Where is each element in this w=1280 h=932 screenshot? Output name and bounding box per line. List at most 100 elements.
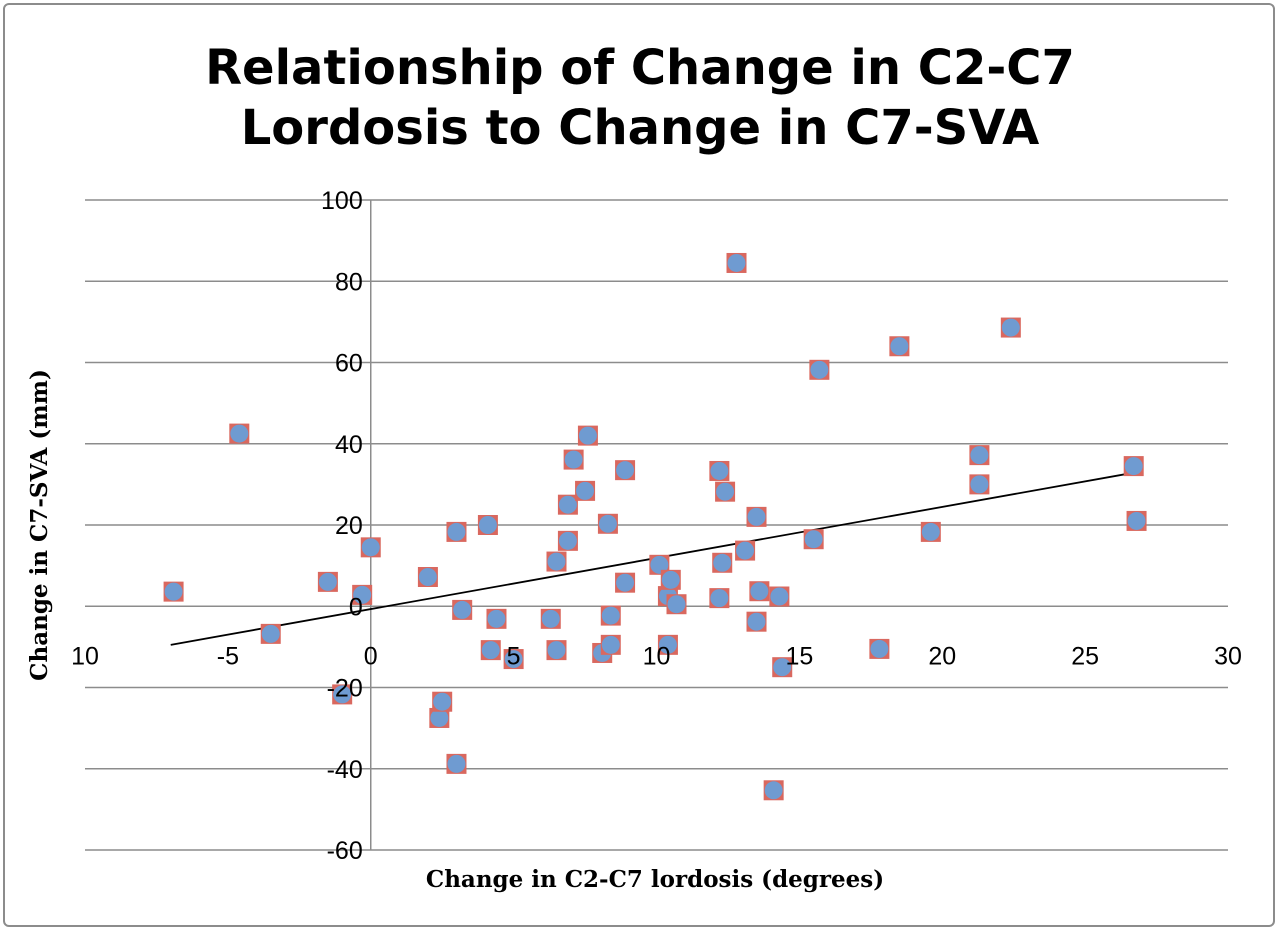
data-point: [597, 513, 618, 534]
data-point-dot: [230, 424, 249, 443]
x-tick-label: 25: [1071, 642, 1099, 670]
chart-title-line-1: Relationship of Change in C2-C7: [205, 40, 1075, 96]
data-point-dot: [667, 595, 686, 614]
data-point: [772, 657, 793, 678]
data-point-dot: [564, 450, 583, 469]
chart-frame: [3, 3, 1275, 927]
x-tick-label: 20: [928, 642, 956, 670]
data-point-dot: [810, 360, 829, 379]
data-point-dot: [598, 514, 617, 533]
data-point: [769, 586, 790, 607]
data-point: [577, 425, 598, 446]
data-point: [889, 336, 910, 357]
data-point-dot: [764, 781, 783, 800]
data-point: [746, 611, 767, 632]
data-point: [417, 567, 438, 587]
data-point-dot: [487, 609, 506, 628]
data-point-dot: [418, 568, 437, 586]
data-point-dot: [430, 708, 449, 727]
data-point: [486, 608, 507, 629]
x-tick-label: 10: [71, 642, 99, 670]
x-tick-label: 10: [643, 642, 671, 670]
data-point: [709, 460, 730, 481]
data-point-dot: [453, 600, 472, 619]
data-point-dot: [318, 572, 337, 591]
y-tick-label: 80: [335, 268, 363, 296]
data-point-dot: [558, 495, 577, 514]
data-point-dot: [710, 589, 729, 608]
data-point: [600, 634, 621, 655]
data-point-dot: [478, 516, 497, 534]
data-point-dot: [601, 606, 620, 625]
data-point: [600, 605, 621, 626]
data-point-dot: [750, 582, 769, 601]
data-point: [260, 623, 281, 644]
data-point-dot: [547, 552, 566, 571]
data-point-dot: [747, 612, 766, 631]
data-point: [660, 569, 681, 590]
data-point-dot: [710, 461, 729, 480]
data-point: [657, 634, 678, 655]
data-point-dot: [658, 635, 677, 654]
data-point: [503, 649, 524, 670]
data-point-dot: [970, 475, 989, 494]
data-point-dot: [447, 754, 466, 773]
data-point-dot: [1127, 511, 1146, 530]
data-point-dot: [727, 253, 746, 272]
x-tick-label: -5: [217, 642, 239, 670]
data-point-dot: [773, 658, 792, 677]
y-tick-label: -20: [327, 675, 363, 703]
data-point: [1126, 510, 1147, 531]
y-axis-title: Change in C7-SVA (mm): [26, 369, 53, 681]
data-point: [763, 780, 784, 801]
data-point-dot: [1001, 318, 1020, 337]
data-point: [969, 445, 990, 466]
data-point: [546, 640, 567, 661]
data-point: [477, 515, 498, 535]
data-point: [920, 521, 941, 542]
x-tick-label: 15: [785, 642, 813, 670]
axes: [85, 200, 1228, 850]
data-point: [546, 551, 567, 572]
data-point: [163, 581, 184, 602]
x-axis-title: Change in C2-C7 lordosis (degrees): [426, 866, 884, 893]
data-point: [429, 707, 450, 728]
data-point: [969, 474, 990, 495]
data-point-dot: [661, 570, 680, 589]
data-point-dot: [164, 582, 183, 601]
data-point: [446, 521, 467, 542]
data-point: [480, 640, 501, 661]
data-point-dot: [504, 650, 523, 669]
y-tick-label: -40: [327, 756, 363, 784]
data-point: [615, 460, 636, 481]
data-point: [709, 588, 730, 609]
data-point: [715, 481, 736, 502]
data-points: [163, 252, 1147, 801]
data-point: [563, 449, 584, 470]
data-point: [1123, 456, 1144, 477]
data-point: [452, 599, 473, 620]
y-tick-label: 40: [335, 431, 363, 459]
data-point: [575, 480, 596, 501]
data-point: [869, 638, 890, 659]
data-point-dot: [616, 573, 635, 592]
data-point-dot: [870, 639, 889, 658]
data-point: [332, 684, 353, 705]
data-point-dot: [770, 587, 789, 606]
data-point: [803, 529, 824, 550]
data-point-dot: [576, 481, 595, 500]
data-point-dot: [433, 692, 452, 711]
data-point-dot: [578, 426, 597, 445]
data-point: [746, 506, 767, 527]
data-point: [615, 572, 636, 593]
data-point-dot: [361, 538, 380, 557]
data-point: [360, 537, 381, 558]
data-point: [712, 552, 733, 573]
data-point-dot: [970, 446, 989, 465]
data-point-dot: [541, 609, 560, 628]
data-point-dot: [804, 530, 823, 549]
data-point-dot: [481, 641, 500, 660]
data-point: [446, 753, 467, 774]
